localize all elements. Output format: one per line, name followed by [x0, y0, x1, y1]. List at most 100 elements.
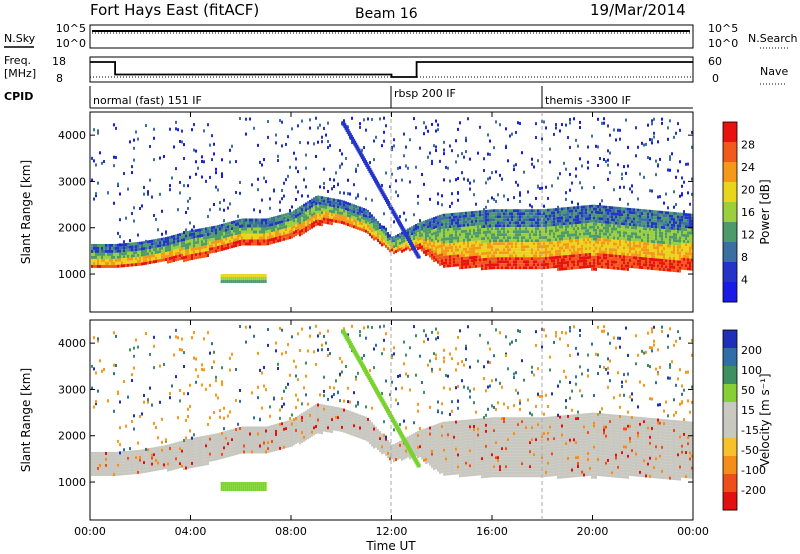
power-cell [577, 245, 579, 249]
power-cell [657, 234, 659, 238]
power-cell [519, 254, 521, 258]
power-cell [663, 253, 665, 257]
power-cell [629, 264, 631, 268]
power-cell [323, 181, 325, 185]
power-cell [597, 205, 599, 209]
power-cell [203, 242, 205, 246]
power-cell [289, 209, 291, 213]
power-cell [677, 215, 679, 219]
power-cell [507, 198, 509, 202]
power-cell [549, 229, 551, 233]
power-cell [623, 267, 625, 271]
power-cell [633, 244, 635, 248]
power-cell [491, 236, 493, 240]
power-cell [613, 188, 615, 192]
power-cell [615, 251, 617, 255]
power-cell [635, 250, 637, 254]
power-cell [661, 255, 663, 259]
power-cell [609, 254, 611, 258]
power-cell [557, 264, 559, 268]
power-cell [601, 229, 603, 233]
power-cell [105, 249, 107, 253]
power-cell [467, 253, 469, 257]
velocity-cell [97, 466, 99, 470]
power-cell [179, 139, 181, 143]
power-cell [295, 232, 297, 236]
power-cell [535, 248, 537, 252]
power-cell [519, 260, 521, 264]
power-cell [513, 242, 515, 246]
power-cell [93, 197, 95, 201]
power-cell [171, 238, 173, 242]
power-cell [283, 225, 285, 229]
power-cell [224, 277, 227, 281]
power-cell [341, 217, 343, 221]
power-cell [507, 263, 509, 267]
power-cell [473, 243, 475, 247]
power-cell [647, 242, 649, 246]
power-cell [459, 263, 461, 267]
power-cell [627, 246, 629, 250]
power-cell [561, 219, 563, 223]
power-cell [129, 254, 131, 258]
power-cell [351, 206, 353, 210]
power-cell [517, 233, 519, 237]
power-cell [569, 221, 571, 225]
power-cell [223, 235, 225, 239]
power-cell [457, 254, 459, 258]
power-cell [557, 231, 559, 235]
power-cell [471, 232, 473, 236]
power-cell [613, 212, 615, 216]
power-cell [607, 177, 609, 181]
power-cell [469, 211, 471, 215]
power-cell [325, 220, 327, 224]
power-cell [591, 222, 593, 226]
power-cell [191, 235, 193, 239]
power-cell [223, 229, 225, 233]
power-cell [181, 238, 183, 242]
power-cell [463, 155, 465, 159]
power-cell [591, 255, 593, 259]
power-cell [679, 227, 681, 231]
power-cell [209, 232, 211, 236]
power-cell [175, 167, 177, 171]
power-cell [479, 222, 481, 226]
velocity-cell [115, 364, 117, 368]
power-cell [275, 133, 277, 137]
power-cell [593, 255, 595, 259]
power-cell [641, 251, 643, 255]
power-cell [491, 242, 493, 246]
power-cell [463, 232, 465, 236]
power-cell [561, 207, 563, 211]
power-cell [655, 255, 657, 259]
power-cell [499, 227, 501, 231]
power-cell [569, 172, 571, 176]
power-cell [621, 213, 623, 217]
power-cell [579, 256, 581, 260]
power-cell [333, 213, 335, 217]
power-cell [195, 229, 197, 233]
power-cell [425, 241, 427, 245]
power-cell [515, 163, 517, 167]
power-cell [691, 252, 693, 256]
power-cell [261, 230, 263, 234]
power-cell [367, 215, 369, 219]
power-cell [659, 246, 661, 250]
power-cell [167, 242, 169, 246]
power-cell [583, 208, 585, 212]
power-cell [557, 237, 559, 241]
power-cell [501, 266, 503, 270]
power-cell [577, 221, 579, 225]
power-cell [358, 152, 363, 156]
power-cell [447, 243, 449, 247]
power-cell [323, 167, 325, 171]
power-cell [485, 181, 487, 185]
power-cell [137, 253, 139, 257]
power-cell [111, 264, 113, 268]
power-cell [337, 202, 339, 206]
power-cell [255, 221, 257, 225]
power-cell [315, 116, 317, 120]
power-cell [165, 240, 167, 244]
power-cell [543, 257, 545, 261]
power-cell [405, 236, 410, 240]
